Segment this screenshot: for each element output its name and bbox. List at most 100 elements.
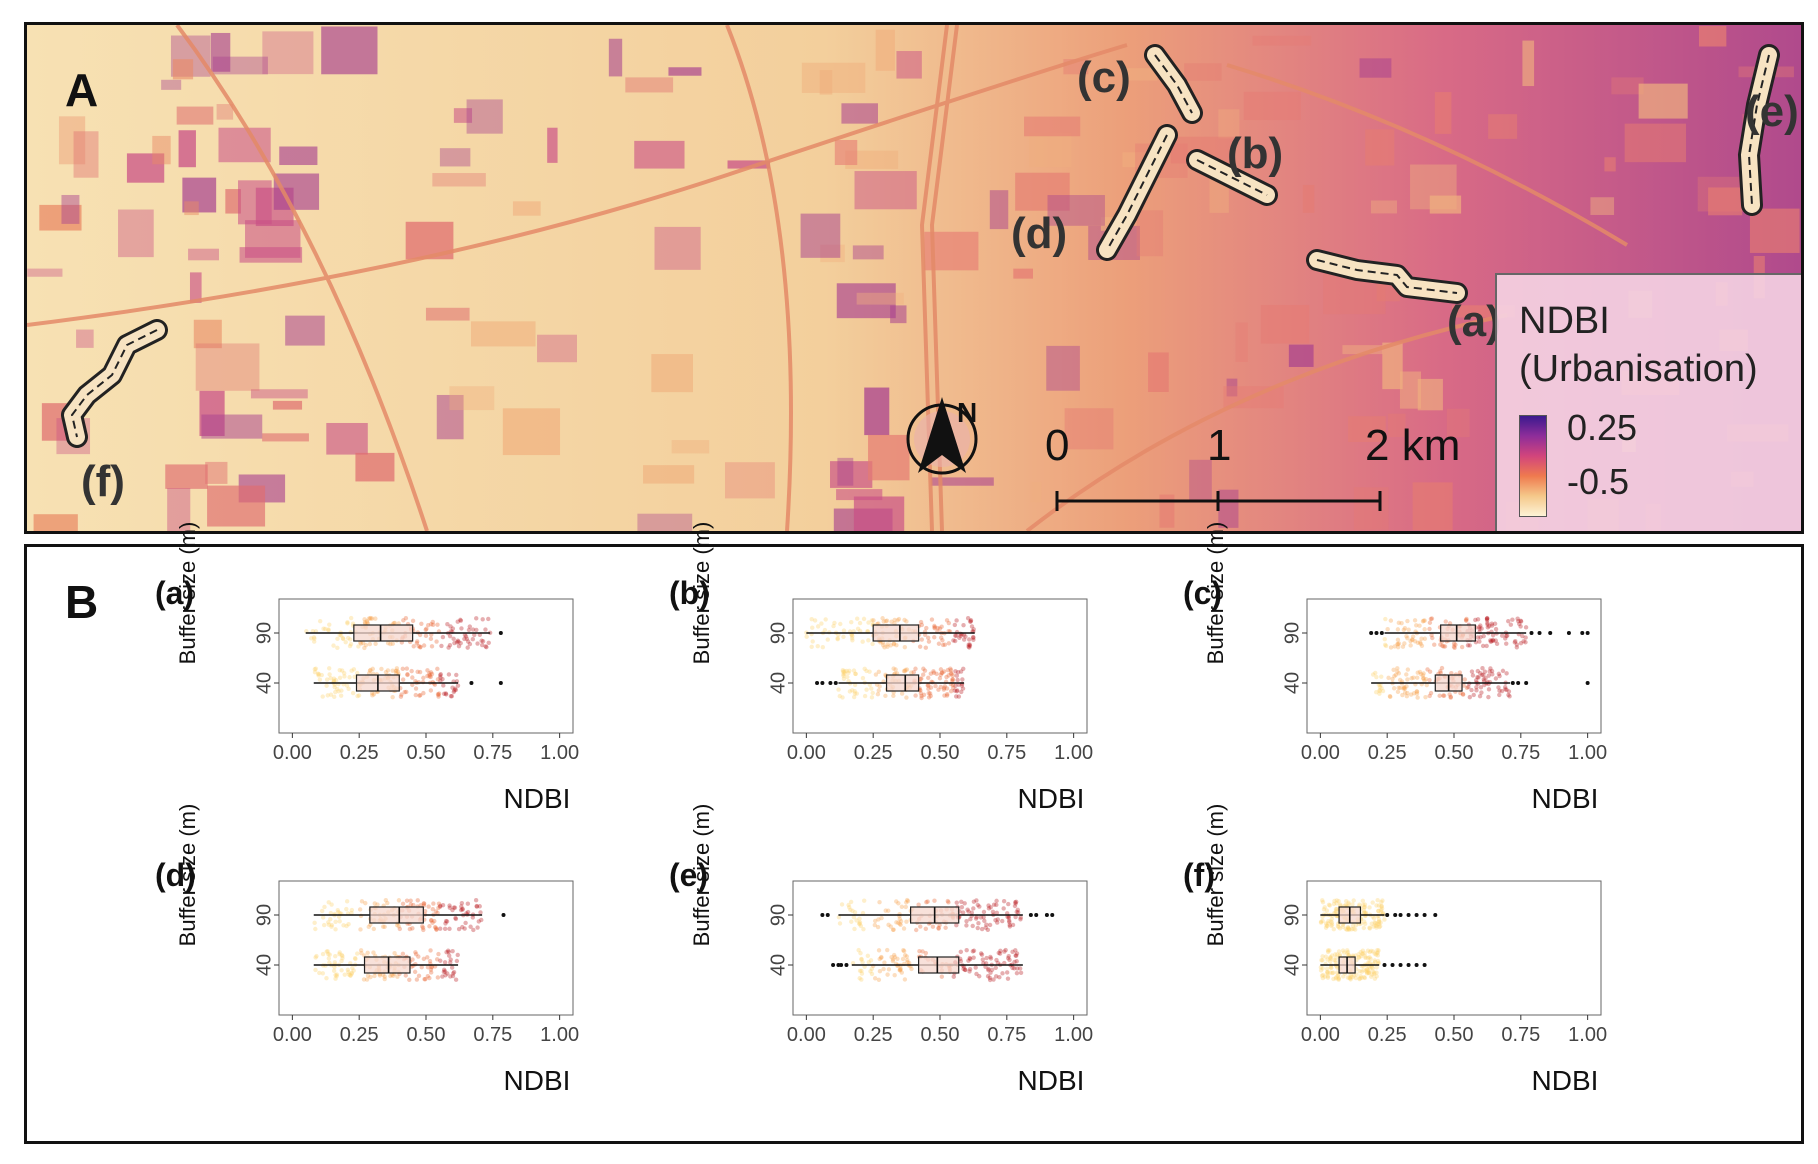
jitter-point (398, 694, 404, 699)
jitter-point (1343, 926, 1349, 932)
jitter-point (891, 666, 896, 671)
boxplot-d-ylabel: Buffer size (m) (175, 803, 200, 947)
jitter-point (949, 671, 954, 677)
jitter-point (1481, 672, 1486, 678)
jitter-point (894, 899, 899, 904)
route-label-b: (b) (1227, 129, 1284, 178)
jitter-point (925, 683, 930, 688)
jitter-point (959, 899, 964, 905)
jitter-point (950, 673, 956, 678)
jitter-point (1514, 642, 1520, 647)
jitter-point (1412, 618, 1418, 623)
jitter-point (359, 950, 364, 956)
urban-patch (1024, 116, 1081, 137)
jitter-point (1490, 672, 1495, 677)
urban-patch (76, 329, 94, 348)
jitter-point (1438, 670, 1443, 676)
jitter-point (430, 920, 435, 925)
jitter-point (967, 642, 972, 647)
urban-patch (432, 173, 486, 187)
urban-patch (1288, 344, 1314, 367)
jitter-point (400, 677, 406, 682)
jitter-point (919, 637, 925, 642)
jitter-point (954, 633, 959, 638)
jitter-point (989, 967, 995, 973)
jitter-point (1356, 955, 1361, 960)
jitter-point (902, 977, 908, 982)
route-e (1737, 44, 1780, 216)
jitter-point (978, 915, 984, 920)
jitter-point (426, 904, 431, 909)
jitter-point (880, 616, 885, 621)
jitter-point (1377, 691, 1382, 696)
jitter-point (371, 950, 376, 955)
jitter-point (952, 688, 958, 693)
jitter-point (1370, 972, 1375, 977)
jitter-point (1399, 620, 1404, 626)
jitter-point (1000, 918, 1005, 924)
jitter-point (1363, 968, 1369, 974)
jitter-point (851, 694, 857, 700)
jitter-point (407, 926, 413, 932)
jitter-point (1478, 623, 1483, 628)
x-tick-label: 0.75 (987, 1024, 1026, 1046)
jitter-point (846, 902, 851, 908)
jitter-point (455, 952, 460, 958)
jitter-point (1487, 669, 1492, 674)
plot-frame (792, 598, 1088, 734)
jitter-point (448, 974, 453, 979)
jitter-point (1427, 669, 1433, 674)
jitter-point (364, 977, 370, 982)
urban-patch (1698, 25, 1727, 47)
jitter-point (1506, 689, 1512, 694)
jitter-point (437, 904, 443, 909)
jitter-point (336, 689, 341, 694)
jitter-point (867, 669, 872, 674)
jitter-point (1412, 639, 1418, 644)
jitter-point (458, 907, 464, 913)
scale-label-1: 1 (1207, 421, 1232, 470)
jitter-point (902, 617, 907, 623)
jitter-point (438, 903, 443, 909)
jitter-point (1479, 690, 1484, 695)
jitter-point (427, 672, 432, 678)
jitter-point (1367, 926, 1373, 931)
jitter-point (435, 666, 440, 672)
jitter-point (941, 687, 947, 692)
jitter-point (901, 948, 906, 953)
jitter-point (895, 956, 900, 961)
jitter-point (950, 685, 956, 691)
jitter-point (1506, 618, 1511, 624)
jitter-point (1361, 975, 1367, 980)
jitter-point (1324, 923, 1329, 928)
jitter-point (838, 621, 843, 627)
boxplot-b-label: (b) (669, 575, 710, 611)
jitter-point (897, 967, 902, 973)
jitter-point (1344, 927, 1350, 932)
urban-patch (1030, 481, 1042, 503)
jitter-point (815, 624, 821, 629)
urban-patch (1522, 40, 1535, 87)
jitter-point (1369, 964, 1375, 970)
jitter-point (429, 671, 435, 677)
jitter-point (1478, 685, 1484, 690)
jitter-point (339, 968, 344, 973)
jitter-point (450, 685, 455, 690)
jitter-point (954, 688, 960, 694)
jitter-point (1442, 644, 1448, 649)
jitter-point (905, 959, 910, 965)
jitter-point (435, 622, 440, 627)
jitter-point (1504, 671, 1509, 676)
jitter-point (1379, 674, 1384, 679)
urban-patch (210, 32, 231, 72)
jitter-point (1318, 920, 1324, 925)
jitter-point (940, 638, 945, 643)
jitter-point (1373, 670, 1378, 676)
jitter-point (823, 617, 828, 622)
jitter-point (371, 692, 377, 697)
urban-patch (1047, 195, 1105, 226)
jitter-point (1346, 925, 1351, 931)
jitter-point (954, 673, 960, 678)
jitter-point (942, 693, 947, 698)
jitter-point (1364, 971, 1370, 976)
